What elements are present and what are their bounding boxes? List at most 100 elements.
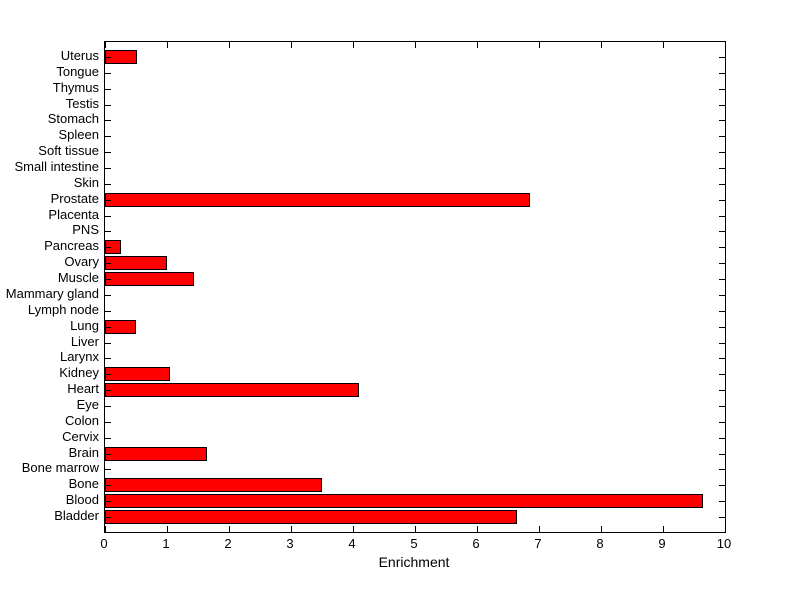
y-label-uterus: Uterus bbox=[60, 48, 99, 63]
x-tick-top-3 bbox=[291, 42, 292, 48]
y-tick-right-heart bbox=[719, 390, 725, 391]
y-tick-right-mammary-gland bbox=[719, 295, 725, 296]
x-tick-bottom-5 bbox=[415, 526, 416, 532]
y-tick-right-uterus bbox=[719, 57, 725, 58]
bar-bone bbox=[105, 478, 322, 493]
bar-brain bbox=[105, 446, 207, 461]
y-label-small-intestine: Small intestine bbox=[14, 159, 99, 175]
y-label-thymus: Thymus bbox=[52, 79, 99, 95]
x-tick-label-4: 4 bbox=[348, 536, 356, 551]
y-label-muscle: Muscle bbox=[57, 270, 99, 286]
x-tick-top-1 bbox=[167, 42, 168, 48]
y-tick-left-muscle bbox=[105, 279, 111, 280]
x-tick-label-1: 1 bbox=[162, 536, 170, 551]
x-tick-bottom-3 bbox=[291, 526, 292, 532]
y-tick-right-testis bbox=[719, 105, 725, 106]
y-tick-left-blood bbox=[105, 501, 111, 502]
y-tick-right-blood bbox=[719, 501, 725, 502]
y-label-spleen: Spleen bbox=[58, 127, 99, 143]
y-tick-left-mammary-gland bbox=[105, 295, 111, 296]
y-label-brain: Brain bbox=[68, 444, 99, 460]
x-tick-label-7: 7 bbox=[534, 536, 542, 551]
bar-ovary bbox=[105, 256, 167, 271]
y-label-eye: Eye bbox=[76, 396, 99, 412]
y-tick-right-placenta bbox=[719, 216, 725, 217]
x-axis-title: Enrichment bbox=[378, 554, 450, 570]
x-tick-top-0 bbox=[105, 42, 106, 48]
y-label-blood: Blood bbox=[65, 492, 99, 508]
y-tick-right-larynx bbox=[719, 358, 725, 359]
y-tick-right-lymph-node bbox=[719, 311, 725, 312]
y-tick-right-spleen bbox=[719, 136, 725, 137]
y-label-pancreas: Pancreas bbox=[44, 238, 99, 254]
x-tick-top-5 bbox=[415, 42, 416, 48]
y-label-colon: Colon bbox=[65, 412, 99, 428]
x-tick-label-10: 10 bbox=[716, 536, 732, 551]
y-label-liver: Liver bbox=[70, 333, 99, 349]
y-label-larynx: Larynx bbox=[59, 349, 99, 365]
y-tick-left-skin bbox=[105, 184, 111, 185]
y-tick-right-thymus bbox=[719, 89, 725, 90]
y-label-mammary-gland: Mammary gland bbox=[5, 285, 99, 301]
y-tick-left-bone bbox=[105, 485, 111, 486]
plot-area bbox=[104, 41, 726, 533]
y-tick-right-lung bbox=[719, 327, 725, 328]
y-label-cervix: Cervix bbox=[62, 428, 99, 444]
x-tick-top-4 bbox=[353, 42, 354, 48]
y-label-ovary: Ovary bbox=[64, 254, 99, 270]
y-label-pns: PNS bbox=[72, 222, 99, 238]
y-tick-left-liver bbox=[105, 343, 111, 344]
y-label-heart: Heart bbox=[67, 381, 99, 397]
y-tick-right-pns bbox=[719, 231, 725, 232]
x-tick-bottom-6 bbox=[477, 526, 478, 532]
bar-kidney bbox=[105, 367, 170, 382]
y-tick-right-tongue bbox=[719, 73, 725, 74]
x-tick-top-6 bbox=[477, 42, 478, 48]
x-tick-top-8 bbox=[601, 42, 602, 48]
y-tick-left-prostate bbox=[105, 200, 111, 201]
y-label-tongue: Tongue bbox=[56, 63, 99, 79]
y-tick-right-soft-tissue bbox=[719, 152, 725, 153]
y-label-bone-marrow: Bone marrow bbox=[21, 460, 99, 476]
y-tick-right-prostate bbox=[719, 200, 725, 201]
y-tick-right-small-intestine bbox=[719, 168, 725, 169]
y-label-bone: Bone bbox=[68, 476, 99, 492]
x-tick-bottom-10 bbox=[725, 526, 726, 532]
y-tick-left-larynx bbox=[105, 358, 111, 359]
y-tick-right-pancreas bbox=[719, 247, 725, 248]
y-tick-right-ovary bbox=[719, 263, 725, 264]
x-tick-bottom-2 bbox=[229, 526, 230, 532]
y-tick-left-bone-marrow bbox=[105, 469, 111, 470]
x-tick-top-10 bbox=[725, 42, 726, 48]
y-tick-right-stomach bbox=[719, 120, 725, 121]
y-tick-right-kidney bbox=[719, 374, 725, 375]
y-tick-right-bladder bbox=[719, 517, 725, 518]
bar-blood bbox=[105, 494, 703, 509]
y-tick-left-brain bbox=[105, 454, 111, 455]
y-tick-left-testis bbox=[105, 105, 111, 106]
y-tick-left-tongue bbox=[105, 73, 111, 74]
bar-heart bbox=[105, 383, 359, 398]
x-tick-label-5: 5 bbox=[410, 536, 418, 551]
y-label-testis: Testis bbox=[65, 95, 99, 111]
x-tick-bottom-7 bbox=[539, 526, 540, 532]
y-tick-left-placenta bbox=[105, 216, 111, 217]
y-tick-right-muscle bbox=[719, 279, 725, 280]
y-label-stomach: Stomach bbox=[47, 111, 99, 127]
bar-prostate bbox=[105, 192, 530, 207]
y-tick-right-liver bbox=[719, 343, 725, 344]
y-tick-left-cervix bbox=[105, 438, 111, 439]
y-label-placenta: Placenta bbox=[48, 206, 99, 222]
x-tick-label-9: 9 bbox=[658, 536, 666, 551]
x-tick-bottom-8 bbox=[601, 526, 602, 532]
y-label-bladder: Bladder bbox=[54, 508, 99, 523]
y-label-skin: Skin bbox=[73, 174, 99, 190]
x-tick-bottom-4 bbox=[353, 526, 354, 532]
y-tick-left-lymph-node bbox=[105, 311, 111, 312]
x-tick-label-2: 2 bbox=[224, 536, 232, 551]
y-tick-right-eye bbox=[719, 406, 725, 407]
x-tick-label-0: 0 bbox=[100, 536, 108, 551]
bar-lung bbox=[105, 319, 136, 334]
y-tick-right-cervix bbox=[719, 438, 725, 439]
